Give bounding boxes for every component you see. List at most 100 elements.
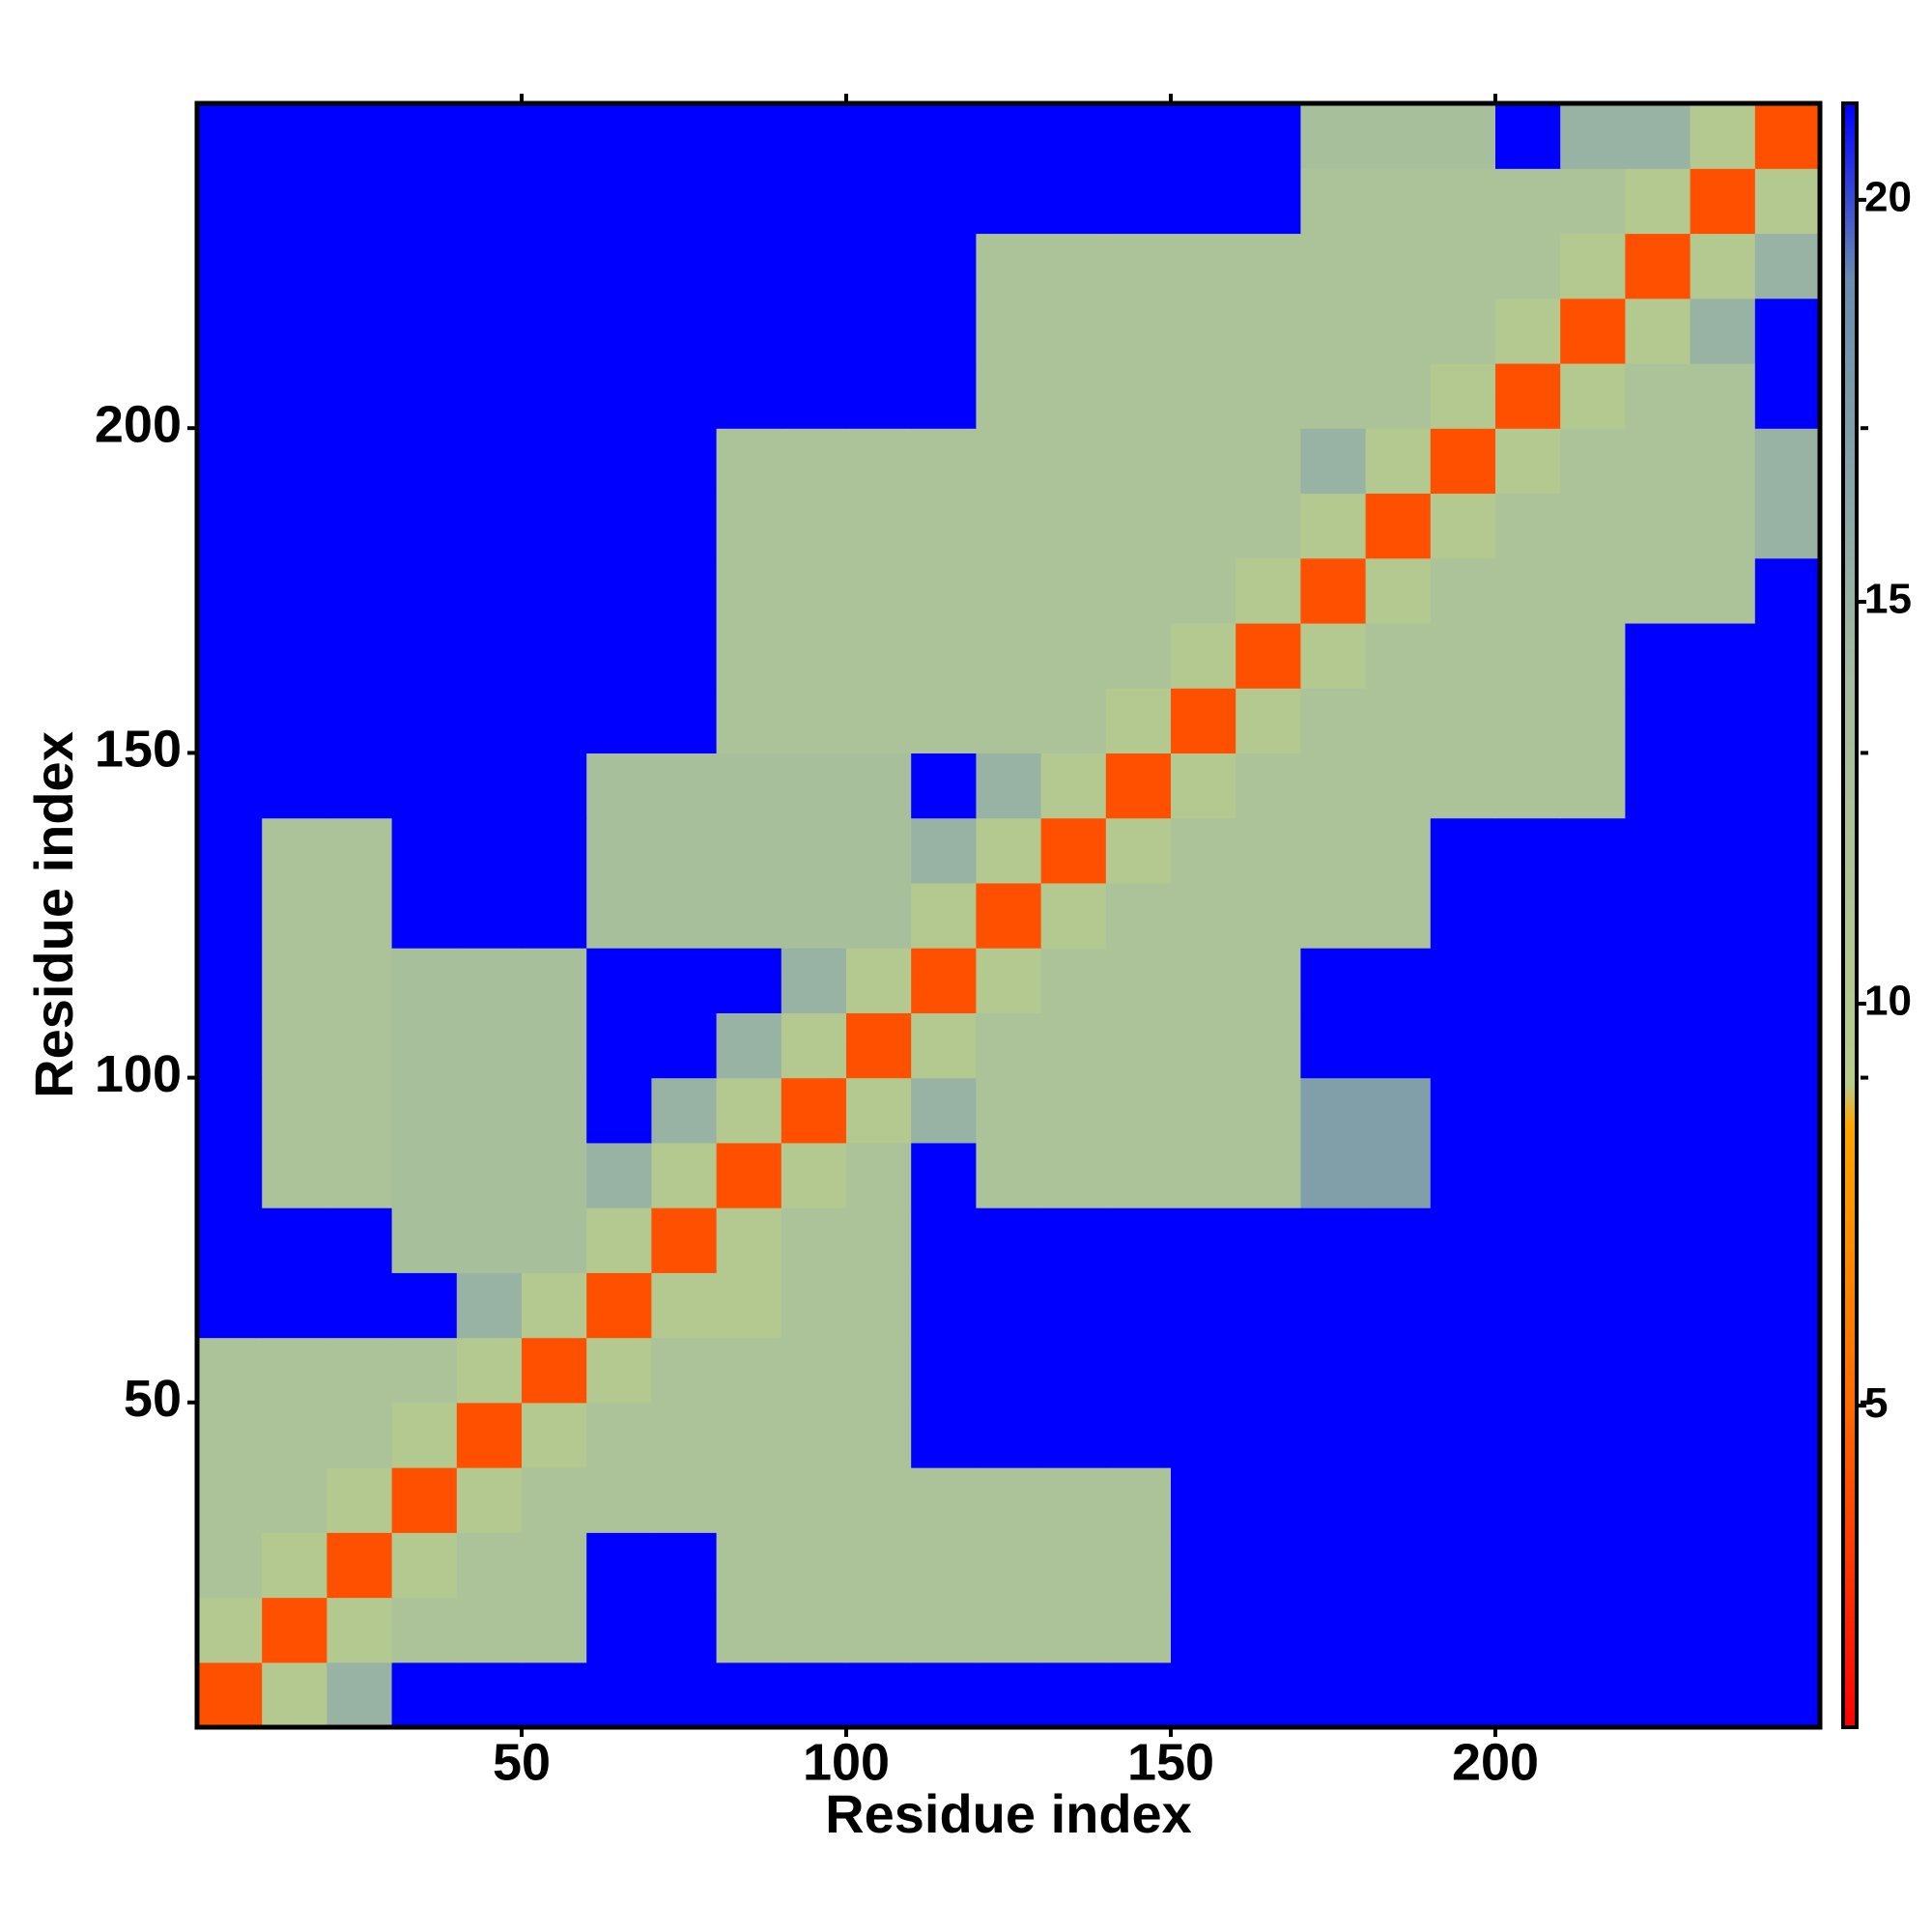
- heatmap-cell: [911, 362, 977, 429]
- heatmap-cell: [976, 557, 1042, 624]
- heatmap-cell: [1560, 1077, 1626, 1144]
- heatmap-cell: [197, 1597, 263, 1663]
- heatmap-cell: [1040, 1662, 1107, 1728]
- heatmap-cell: [1365, 1467, 1432, 1533]
- heatmap-cell: [456, 493, 523, 559]
- heatmap-cell: [1625, 882, 1691, 949]
- heatmap-cell: [1495, 948, 1561, 1013]
- heatmap-cell: [327, 233, 393, 299]
- heatmap-cell: [716, 817, 782, 884]
- heatmap-cell: [716, 1337, 782, 1404]
- heatmap-cell: [846, 557, 912, 624]
- heatmap-cell: [197, 1077, 263, 1144]
- heatmap-cell: [1040, 168, 1107, 235]
- heatmap-cell: [1690, 298, 1756, 364]
- heatmap-cell: [911, 622, 977, 689]
- heatmap-cell: [586, 622, 652, 689]
- heatmap-cell: [1754, 1467, 1821, 1533]
- heatmap-cell: [651, 688, 718, 753]
- heatmap-cell: [976, 233, 1042, 299]
- x-tick-label: 200: [1452, 1733, 1539, 1791]
- heatmap-cell: [327, 1077, 393, 1144]
- heatmap-cell: [327, 1337, 393, 1404]
- heatmap-cell: [846, 1662, 912, 1728]
- heatmap-cell: [1365, 1012, 1432, 1079]
- heatmap-cell: [586, 298, 652, 364]
- heatmap-cell: [197, 233, 263, 299]
- heatmap-cell: [1105, 1272, 1172, 1339]
- heatmap-cell: [651, 948, 718, 1013]
- heatmap-cell: [522, 753, 587, 819]
- heatmap-cell: [262, 557, 327, 624]
- heatmap-cell: [1300, 1337, 1367, 1404]
- heatmap-cell: [1105, 103, 1172, 169]
- heatmap-cell: [781, 1337, 847, 1404]
- heatmap-cell: [1754, 1337, 1821, 1404]
- heatmap-cell: [1754, 1142, 1821, 1208]
- heatmap-cell: [1040, 298, 1107, 364]
- heatmap-cell: [1365, 103, 1432, 169]
- heatmap-cell: [1040, 428, 1107, 495]
- heatmap-cell: [391, 1272, 458, 1339]
- heatmap-cell: [391, 688, 458, 753]
- heatmap-cell: [456, 882, 523, 949]
- heatmap-cell: [1430, 1337, 1496, 1404]
- heatmap-cell: [1625, 168, 1691, 235]
- heatmap-cell: [197, 1142, 263, 1208]
- heatmap-cell: [1365, 1532, 1432, 1599]
- heatmap-cell: [1690, 557, 1756, 624]
- heatmap-cell: [586, 817, 652, 884]
- heatmap-cell: [1300, 753, 1367, 819]
- heatmap-cell: [327, 1208, 393, 1273]
- heatmap-cell: [586, 688, 652, 753]
- heatmap-cell: [781, 1077, 847, 1144]
- colorbar-tick-label: 5: [1864, 1379, 1888, 1427]
- heatmap-cell: [1300, 882, 1367, 949]
- heatmap-cell: [1625, 103, 1691, 169]
- heatmap-cell: [911, 753, 977, 819]
- heatmap-cell: [1754, 1208, 1821, 1273]
- heatmap-cell: [1300, 362, 1367, 429]
- heatmap-cell: [197, 1208, 263, 1273]
- heatmap-cell: [1365, 817, 1432, 884]
- heatmap-cell: [1365, 1662, 1432, 1728]
- heatmap-cell: [716, 557, 782, 624]
- heatmap-cell: [197, 1272, 263, 1339]
- colorbar-tick-label: 15: [1864, 576, 1912, 623]
- heatmap-cell: [1560, 233, 1626, 299]
- heatmap-cell: [522, 1142, 587, 1208]
- heatmap-cell: [651, 1532, 718, 1599]
- heatmap-cell: [1690, 1532, 1756, 1599]
- heatmap-cell: [651, 493, 718, 559]
- heatmap-cell: [846, 1208, 912, 1273]
- heatmap-cell: [911, 1402, 977, 1468]
- heatmap-cell: [391, 948, 458, 1013]
- heatmap-cell: [197, 622, 263, 689]
- heatmap-cell: [976, 493, 1042, 559]
- heatmap-cell: [1430, 362, 1496, 429]
- heatmap-cell: [1560, 882, 1626, 949]
- heatmap-cell: [781, 1467, 847, 1533]
- heatmap-cell: [1236, 882, 1301, 949]
- heatmap-cell: [651, 622, 718, 689]
- heatmap-cell: [197, 948, 263, 1013]
- heatmap-cell: [1495, 103, 1561, 169]
- heatmap-cell: [1690, 948, 1756, 1013]
- heatmap-cell: [1300, 428, 1367, 495]
- heatmap-cell: [1430, 1597, 1496, 1663]
- heatmap-cell: [1040, 233, 1107, 299]
- heatmap-cell: [1365, 1077, 1432, 1144]
- heatmap-cell: [781, 233, 847, 299]
- heatmap-cell: [1430, 1077, 1496, 1144]
- heatmap-cell: [522, 493, 587, 559]
- heatmap-cell: [846, 1142, 912, 1208]
- heatmap-cell: [846, 168, 912, 235]
- heatmap-cell: [1105, 1012, 1172, 1079]
- heatmap-cell: [1430, 622, 1496, 689]
- heatmap-cell: [522, 168, 587, 235]
- heatmap-cell: [391, 1467, 458, 1533]
- heatmap-cell: [1495, 882, 1561, 949]
- heatmap-cell: [1625, 1272, 1691, 1339]
- heatmap-cell: [197, 493, 263, 559]
- heatmap-cell: [1495, 233, 1561, 299]
